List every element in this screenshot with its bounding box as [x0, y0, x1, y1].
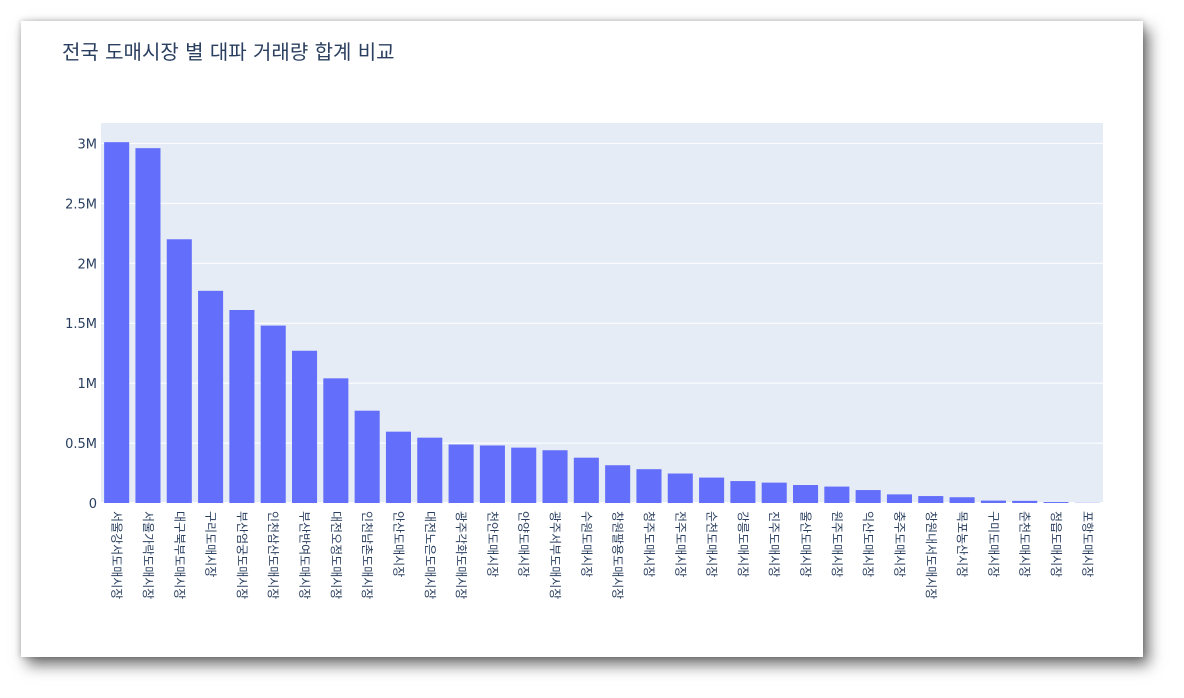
- bar[interactable]: [417, 437, 443, 503]
- x-tick-label: 청주도매시장: [642, 511, 656, 577]
- chart-title: 전국 도매시장 별 대파 거래량 합계 비교: [62, 40, 395, 64]
- x-tick-label: 인천삼산도매시장: [266, 511, 281, 599]
- bar[interactable]: [542, 450, 568, 503]
- x-tick-label: 부산엄궁도매시장: [235, 511, 249, 599]
- x-tick-label: 목포농산시장: [955, 511, 969, 577]
- bar[interactable]: [761, 482, 787, 503]
- x-tick-label: 춘천도매시장: [1018, 511, 1033, 577]
- x-tick-label: 광주각화도매시장: [454, 511, 468, 599]
- x-tick-label: 전주도매시장: [673, 511, 687, 577]
- x-tick-label: 서울강서도매시장: [110, 511, 124, 599]
- x-tick-label: 창원팔용도매시장: [611, 511, 625, 599]
- y-axis-ticks: 0 0.5M 1M 1.5M 2M 2.5M 3M: [65, 137, 97, 512]
- bar[interactable]: [605, 465, 631, 503]
- bars: [104, 142, 1100, 504]
- bar[interactable]: [354, 410, 380, 503]
- bar[interactable]: [636, 469, 662, 503]
- bar[interactable]: [1043, 502, 1069, 503]
- x-tick-label: 대전노은도매시장: [423, 511, 437, 599]
- x-tick-label: 원주도매시장: [830, 511, 844, 577]
- y-tick-label: 2.5M: [65, 197, 97, 212]
- x-tick-label: 서울가락도매시장: [141, 511, 155, 599]
- bar[interactable]: [479, 445, 505, 503]
- bar[interactable]: [135, 148, 161, 503]
- bar[interactable]: [824, 486, 850, 503]
- bar[interactable]: [323, 378, 349, 503]
- bar[interactable]: [511, 447, 537, 503]
- x-tick-label: 안산도매시장: [391, 511, 405, 577]
- x-tick-label: 구미도매시장: [986, 511, 1000, 577]
- bar[interactable]: [699, 477, 725, 503]
- x-tick-label: 창원내서도매시장: [924, 511, 938, 599]
- y-tick-label: 1M: [78, 377, 98, 392]
- bar-chart: 전국 도매시장 별 대파 거래량 합계 비교 0 0.5M 1M 1.5M 2M 2.5M…: [62, 40, 1103, 599]
- x-tick-label: 수원도매시장: [579, 511, 593, 577]
- bar[interactable]: [104, 142, 130, 503]
- bar[interactable]: [448, 444, 474, 503]
- bar[interactable]: [198, 290, 224, 503]
- bar[interactable]: [229, 310, 255, 503]
- bar[interactable]: [385, 431, 411, 503]
- x-tick-label: 인천남촌도매시장: [360, 511, 375, 599]
- bar[interactable]: [292, 350, 318, 503]
- bar[interactable]: [1012, 500, 1038, 503]
- bar[interactable]: [793, 485, 819, 503]
- bar[interactable]: [918, 496, 944, 503]
- y-tick-label: 0.5M: [65, 437, 97, 452]
- chart-card: 전국 도매시장 별 대파 거래량 합계 비교 0 0.5M 1M 1.5M 2M 2.5M…: [21, 21, 1143, 657]
- bar[interactable]: [980, 500, 1006, 503]
- x-tick-label: 천안도매시장: [485, 511, 500, 577]
- bar[interactable]: [260, 325, 286, 503]
- y-tick-label: 2M: [78, 257, 98, 272]
- bar[interactable]: [667, 473, 693, 503]
- x-tick-label: 정읍도매시장: [1049, 511, 1063, 577]
- x-tick-label: 구리도매시장: [204, 511, 218, 577]
- bar[interactable]: [730, 481, 756, 503]
- y-tick-label: 0: [89, 497, 97, 512]
- x-tick-label: 강릉도매시장: [736, 511, 750, 577]
- y-tick-label: 1.5M: [65, 317, 97, 332]
- x-tick-label: 안양도매시장: [517, 511, 531, 577]
- y-tick-label: 3M: [78, 137, 98, 152]
- x-tick-label: 대구북부도매시장: [172, 511, 186, 599]
- x-tick-label: 광주서부도매시장: [548, 511, 562, 599]
- bar[interactable]: [166, 239, 192, 504]
- x-tick-label: 충주도매시장: [892, 511, 906, 577]
- x-tick-label: 부산반여도매시장: [298, 511, 312, 599]
- bar[interactable]: [886, 494, 912, 503]
- bar[interactable]: [573, 457, 599, 503]
- x-tick-label: 익산도매시장: [861, 511, 875, 577]
- x-tick-label: 진주도매시장: [767, 511, 781, 577]
- bar[interactable]: [855, 490, 881, 503]
- x-tick-label: 포항도매시장: [1080, 511, 1094, 577]
- bar[interactable]: [949, 497, 975, 503]
- x-tick-label: 순천도매시장: [705, 511, 720, 577]
- x-tick-label: 대전오정도매시장: [329, 511, 343, 599]
- x-tick-label: 울산도매시장: [799, 511, 813, 577]
- x-axis-ticks: 서울강서도매시장 서울가락도매시장 대구북부도매시장 구리도매시장 부산엄궁도매시장 인천…: [110, 511, 1095, 599]
